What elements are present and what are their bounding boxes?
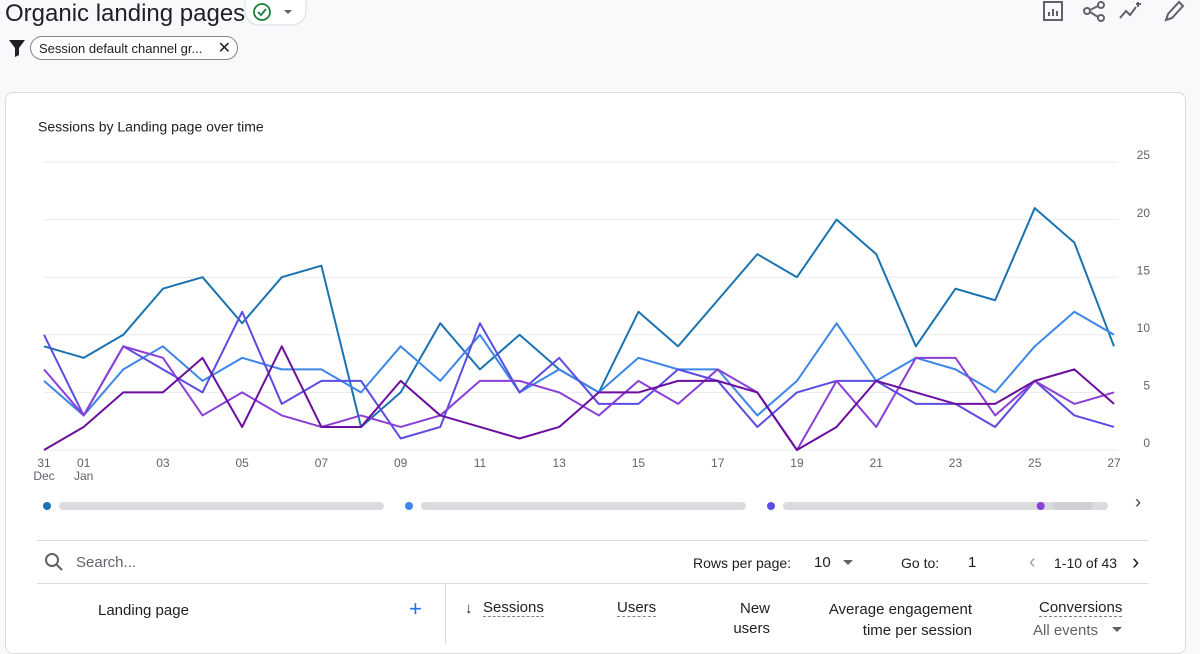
- page-range: 1-10 of 43: [1054, 555, 1118, 571]
- page-title: Organic landing pages: [5, 0, 246, 27]
- x-tick-label: 11: [474, 456, 487, 470]
- column-header[interactable]: New users: [733, 600, 770, 637]
- conversion-caret: [1112, 627, 1122, 632]
- search-icon: [45, 553, 63, 571]
- legend-blur: [59, 502, 384, 510]
- next-page[interactable]: ›: [1132, 549, 1140, 574]
- x-tick-label: 15: [632, 456, 646, 470]
- y-tick-label: 25: [1137, 148, 1151, 162]
- x-tick-label: 31: [37, 456, 51, 470]
- column-header[interactable]: Users: [617, 599, 657, 617]
- chart: Sessions by Landing page over time 05101…: [33, 119, 1151, 512]
- edit-icon[interactable]: [1164, 0, 1185, 22]
- share-icon[interactable]: [1083, 1, 1105, 22]
- x-tick-label: 17: [711, 456, 725, 470]
- x-tick-sublabel: Jan: [74, 469, 93, 483]
- x-tick-label: 21: [870, 456, 884, 470]
- y-tick-label: 10: [1137, 321, 1151, 335]
- series-line: [43, 310, 1115, 440]
- x-tick-label: 05: [235, 456, 249, 470]
- legend-swatch: [43, 502, 51, 510]
- insights-icon[interactable]: [1119, 2, 1141, 19]
- x-tick-label: 03: [156, 456, 170, 470]
- y-tick-label: 0: [1143, 436, 1150, 450]
- x-tick-label: 25: [1028, 456, 1042, 470]
- search-input[interactable]: Search...: [76, 554, 137, 571]
- sort-arrow: ↓: [465, 600, 473, 617]
- x-tick-label: 01: [77, 456, 91, 470]
- x-tick-label: 13: [553, 456, 567, 470]
- column-header: Landing page: [98, 602, 189, 619]
- rows-label: Rows per page:: [693, 555, 792, 571]
- filter-chip[interactable]: Session default channel gr... ✕: [30, 36, 238, 60]
- divider: [37, 540, 1149, 541]
- legend-swatch: [767, 502, 775, 510]
- x-tick-label: 27: [1107, 456, 1121, 470]
- x-tick-label: 09: [394, 456, 408, 470]
- toolbar: [1043, 0, 1185, 22]
- chart-title: Sessions by Landing page over time: [38, 119, 264, 135]
- column-header[interactable]: Sessions: [483, 599, 544, 617]
- series-line: [43, 345, 1115, 451]
- conversion-filter[interactable]: All events: [1033, 622, 1099, 639]
- series-line: [43, 207, 1115, 428]
- add-dimension[interactable]: +: [409, 596, 422, 621]
- chip-close[interactable]: ✕: [217, 40, 231, 57]
- x-tick-sublabel: Dec: [33, 469, 54, 483]
- divider: [445, 584, 446, 644]
- divider: [37, 583, 1149, 584]
- x-tick-label: 07: [315, 456, 329, 470]
- legend-swatch: [405, 502, 413, 510]
- rows-caret: [843, 560, 853, 565]
- column-header[interactable]: Average engagement time per session: [828, 601, 972, 639]
- legend-blur: [421, 502, 746, 510]
- legend-blur: [1052, 502, 1093, 510]
- card: [5, 92, 1186, 654]
- y-tick-label: 20: [1137, 206, 1151, 220]
- prev-page[interactable]: ‹: [1029, 551, 1036, 573]
- legend-next: ›: [1135, 492, 1141, 512]
- customize-icon[interactable]: [1043, 1, 1063, 21]
- column-header[interactable]: Conversions: [1039, 599, 1123, 617]
- status-chip[interactable]: [244, 0, 308, 26]
- legend-swatch: [1036, 502, 1045, 510]
- x-tick-label: 23: [949, 456, 963, 470]
- goto-input[interactable]: 1: [968, 554, 977, 571]
- series-line: [43, 310, 1115, 417]
- x-tick-label: 19: [790, 456, 804, 470]
- goto-label: Go to:: [901, 555, 940, 571]
- filter-text: Session default channel gr...: [39, 41, 203, 56]
- y-tick-label: 15: [1137, 263, 1151, 277]
- legend-blur: [783, 502, 1108, 510]
- series-line: [43, 345, 1115, 451]
- rows-select[interactable]: 10: [814, 554, 831, 571]
- filter-icon: [9, 40, 25, 57]
- y-tick-label: 5: [1143, 379, 1150, 393]
